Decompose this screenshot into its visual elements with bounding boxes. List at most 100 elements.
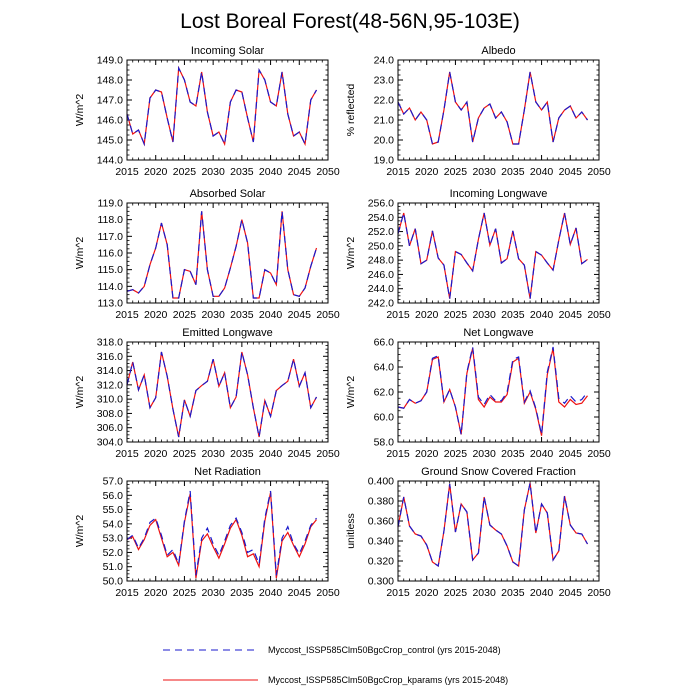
x-tick-label: 2045 (559, 166, 583, 178)
plot-frame (126, 59, 329, 161)
y-tick-label: 250.0 (368, 240, 394, 252)
y-tick-label: 144.0 (97, 155, 123, 167)
y-axis-label: W/m^2 (74, 376, 86, 409)
y-axis-label: W/m^2 (74, 94, 86, 127)
chart-panel-emitted-longwave: Emitted Longwave W/m^2 304.0 306.0 308.0 310.… (74, 327, 340, 460)
y-tick-label: 21.0 (374, 115, 395, 127)
panel-title: Absorbed Solar (190, 188, 266, 200)
x-tick-label: 2025 (444, 587, 468, 599)
x-tick-label: 2015 (115, 448, 139, 460)
y-tick-label: 62.0 (374, 387, 395, 399)
x-tick-label: 2040 (259, 166, 283, 178)
x-tick-label: 2015 (386, 166, 410, 178)
chart-panel-incoming-longwave: Incoming Longwave W/m^2 242.0 244.0 246.0 248… (345, 188, 611, 321)
chart-panel-absorbed-solar: Absorbed Solar W/m^2 113.0 114.0 115.0 116.0 1… (74, 188, 340, 321)
x-tick-label: 2030 (472, 448, 496, 460)
x-tick-label: 2015 (386, 309, 410, 321)
y-axis-label: % reflected (345, 84, 357, 137)
y-tick-label: 254.0 (368, 212, 394, 224)
y-tick-label: 246.0 (368, 269, 394, 281)
legend: Myccost_ISSP585Clm50BgcCrop_control (yrs… (163, 645, 508, 685)
series-line-kparams (126, 211, 318, 299)
x-tick-label: 2040 (530, 166, 554, 178)
x-tick-label: 2050 (316, 587, 340, 599)
plot-frame (126, 202, 329, 304)
x-tick-label: 2015 (386, 587, 410, 599)
x-tick-label: 2030 (201, 309, 225, 321)
y-tick-label: 146.0 (97, 115, 123, 127)
x-tick-label: 2015 (386, 448, 410, 460)
y-tick-label: 252.0 (368, 226, 394, 238)
x-tick-label: 2035 (501, 309, 525, 321)
x-tick-label: 2040 (259, 309, 283, 321)
chart-panel-net-radiation: Net Radiation W/m^2 50.0 51.0 52.0 53.0 54.0 55… (74, 466, 340, 599)
y-tick-label: 55.0 (103, 504, 124, 516)
chart-panel-net-longwave: Net Longwave W/m^2 58.0 60.0 62.0 64.0 66.0 201… (345, 327, 611, 460)
x-tick-label: 2050 (587, 448, 611, 460)
x-tick-label: 2035 (501, 587, 525, 599)
y-tick-label: 117.0 (98, 231, 124, 243)
x-tick-label: 2050 (587, 166, 611, 178)
x-tick-label: 2050 (316, 166, 340, 178)
x-tick-label: 2020 (415, 166, 439, 178)
x-tick-label: 2035 (501, 448, 525, 460)
y-tick-label: 256.0 (368, 198, 394, 210)
panel-title: Net Longwave (463, 327, 533, 339)
x-tick-label: 2025 (444, 166, 468, 178)
y-tick-label: 60.0 (374, 412, 395, 424)
plot-frame (397, 59, 600, 161)
chart-panel-incoming-solar: Incoming Solar W/m^2 144.0 145.0 146.0 147.0 1… (74, 45, 340, 178)
x-tick-label: 2050 (587, 587, 611, 599)
x-tick-label: 2020 (415, 587, 439, 599)
x-tick-label: 2045 (559, 309, 583, 321)
y-tick-label: 58.0 (374, 437, 395, 449)
x-tick-label: 2020 (415, 309, 439, 321)
y-tick-label: 50.0 (103, 576, 124, 588)
x-tick-label: 2035 (230, 587, 254, 599)
x-tick-label: 2020 (144, 448, 168, 460)
x-tick-label: 2050 (587, 309, 611, 321)
x-tick-label: 2025 (444, 309, 468, 321)
y-tick-label: 53.0 (103, 533, 124, 545)
x-tick-label: 2040 (259, 587, 283, 599)
x-tick-label: 2050 (316, 448, 340, 460)
y-axis-label: unitless (345, 513, 357, 549)
panel-grid: Incoming Solar W/m^2 144.0 145.0 146.0 147.0 1… (74, 45, 611, 599)
x-tick-label: 2035 (501, 166, 525, 178)
x-tick-label: 2035 (230, 166, 254, 178)
y-tick-label: 244.0 (368, 283, 394, 295)
x-tick-label: 2015 (115, 587, 139, 599)
y-tick-label: 306.0 (97, 422, 123, 434)
y-tick-label: 242.0 (368, 298, 394, 310)
panel-title: Incoming Solar (191, 45, 265, 57)
y-tick-label: 0.340 (368, 536, 394, 548)
x-tick-label: 2020 (415, 448, 439, 460)
x-tick-label: 2025 (173, 448, 197, 460)
y-tick-label: 304.0 (97, 437, 123, 449)
y-tick-label: 0.400 (368, 476, 394, 488)
y-tick-label: 316.0 (97, 351, 123, 363)
x-tick-label: 2030 (472, 166, 496, 178)
plot-frame (126, 480, 329, 582)
y-tick-label: 19.0 (374, 155, 395, 167)
series-line-kparams (397, 212, 588, 299)
x-tick-label: 2030 (201, 587, 225, 599)
y-axis-label: W/m^2 (345, 237, 357, 270)
x-tick-label: 2020 (144, 309, 168, 321)
y-tick-label: 115.0 (98, 264, 124, 276)
x-tick-label: 2040 (530, 448, 554, 460)
y-tick-label: 66.0 (374, 337, 395, 349)
x-tick-label: 2025 (173, 309, 197, 321)
panel-title: Ground Snow Covered Fraction (421, 466, 576, 478)
y-tick-label: 52.0 (103, 547, 124, 559)
series-line-kparams (126, 65, 318, 147)
series-line-control (397, 482, 589, 568)
series-line-kparams (126, 351, 318, 438)
legend-label-kparams: Myccost_ISSP585Clm50BgcCrop_kparams (yrs… (268, 675, 508, 685)
panel-title: Net Radiation (194, 466, 261, 478)
y-tick-label: 148.0 (97, 75, 123, 87)
x-tick-label: 2015 (115, 166, 139, 178)
x-tick-label: 2040 (259, 448, 283, 460)
x-tick-label: 2045 (288, 448, 312, 460)
